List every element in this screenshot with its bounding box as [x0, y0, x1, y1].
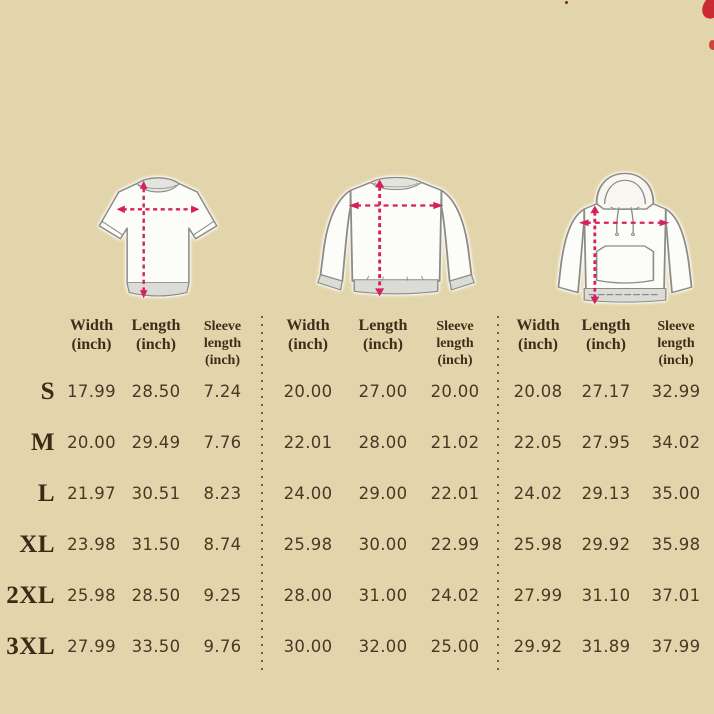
corner-petal-icon	[699, 0, 714, 22]
measurement-value: 24.02	[430, 586, 480, 605]
size-label: XL	[19, 530, 55, 558]
size-chart-table: Width (inch) Length (inch) Sleeve length (i…	[0, 316, 714, 672]
measurement-value: 22.01	[283, 433, 333, 452]
hoodie-column-header-length: Length (inch)	[581, 317, 631, 353]
tshirt-diagram-icon	[98, 177, 218, 299]
measurement-value: 27.17	[581, 382, 631, 401]
measurement-value: 8.74	[203, 535, 242, 554]
measurement-value: 7.76	[203, 433, 242, 452]
measurement-value: 20.00	[67, 433, 116, 452]
measurement-value: 27.95	[581, 433, 631, 452]
measurement-value: 32.00	[358, 637, 408, 656]
size-label: 2XL	[6, 581, 55, 609]
header-corner	[0, 316, 58, 366]
measurement-value: 29.92	[513, 637, 563, 656]
size-label: M	[30, 428, 55, 456]
measurement-value: 34.02	[651, 433, 701, 452]
measurement-value: 35.00	[651, 484, 701, 503]
section-divider	[261, 316, 263, 672]
measurement-value: 31.50	[131, 535, 181, 554]
measurement-value: 28.00	[283, 586, 333, 605]
measurement-value: 25.98	[283, 535, 333, 554]
measurement-value: 20.08	[513, 382, 563, 401]
measurement-value: 21.97	[67, 484, 116, 503]
measurement-value: 30.00	[358, 535, 408, 554]
measurement-value: 33.50	[131, 637, 181, 656]
measurement-value: 37.99	[651, 637, 701, 656]
measurement-value: 35.98	[651, 535, 701, 554]
measurement-value: 31.10	[581, 586, 631, 605]
measurement-value: 20.00	[283, 382, 333, 401]
measurement-value: 28.50	[131, 382, 181, 401]
measurement-value: 27.00	[358, 382, 408, 401]
measurement-value: 25.98	[67, 586, 116, 605]
measurement-value: 27.99	[513, 586, 563, 605]
size-label: L	[37, 479, 55, 507]
measurement-value: 9.25	[203, 586, 242, 605]
size-label: 3XL	[6, 632, 55, 660]
measurement-value: 29.92	[581, 535, 631, 554]
measurement-value: 27.99	[67, 637, 116, 656]
hoodie-diagram-icon	[557, 172, 693, 305]
tshirt-column-header-sleeve: Sleeve length (inch)	[203, 319, 242, 368]
measurement-value: 24.00	[283, 484, 333, 503]
hoodie-column-header-width: Width (inch)	[516, 317, 560, 353]
corner-petal-dot-icon	[707, 39, 714, 51]
measurement-value: 22.99	[430, 535, 480, 554]
measurement-value: 22.05	[513, 433, 563, 452]
measurement-value: 23.98	[67, 535, 116, 554]
measurement-value: 31.00	[358, 586, 408, 605]
measurement-value: 37.01	[651, 586, 701, 605]
measurement-value: 32.99	[651, 382, 701, 401]
measurement-value: 22.01	[430, 484, 480, 503]
corner-speck	[565, 1, 568, 4]
tshirt-column-header-length: Length (inch)	[131, 317, 181, 353]
measurement-value: 30.00	[283, 637, 333, 656]
measurement-value: 31.89	[581, 637, 631, 656]
measurement-value: 29.49	[131, 433, 181, 452]
measurement-value: 28.00	[358, 433, 408, 452]
sweatshirt-column-header-length: Length (inch)	[358, 317, 408, 353]
measurement-value: 7.24	[203, 382, 242, 401]
section-divider	[497, 316, 499, 672]
measurement-value: 25.98	[513, 535, 563, 554]
measurement-value: 30.51	[131, 484, 181, 503]
measurement-value: 28.50	[131, 586, 181, 605]
sweatshirt-diagram-icon	[317, 176, 475, 297]
measurement-value: 25.00	[430, 637, 480, 656]
measurement-value: 24.02	[513, 484, 563, 503]
measurement-value: 9.76	[203, 637, 242, 656]
measurement-value: 29.13	[581, 484, 631, 503]
measurement-value: 29.00	[358, 484, 408, 503]
measurement-value: 8.23	[203, 484, 242, 503]
measurement-value: 17.99	[67, 382, 116, 401]
size-label: S	[40, 377, 55, 405]
sweatshirt-column-header-sleeve: Sleeve length (inch)	[436, 319, 474, 368]
sweatshirt-column-header-width: Width (inch)	[286, 317, 330, 353]
measurement-value: 21.02	[430, 433, 480, 452]
measurement-value: 20.00	[430, 382, 480, 401]
tshirt-column-header-width: Width (inch)	[69, 317, 114, 353]
hoodie-column-header-sleeve: Sleeve length (inch)	[657, 319, 695, 368]
